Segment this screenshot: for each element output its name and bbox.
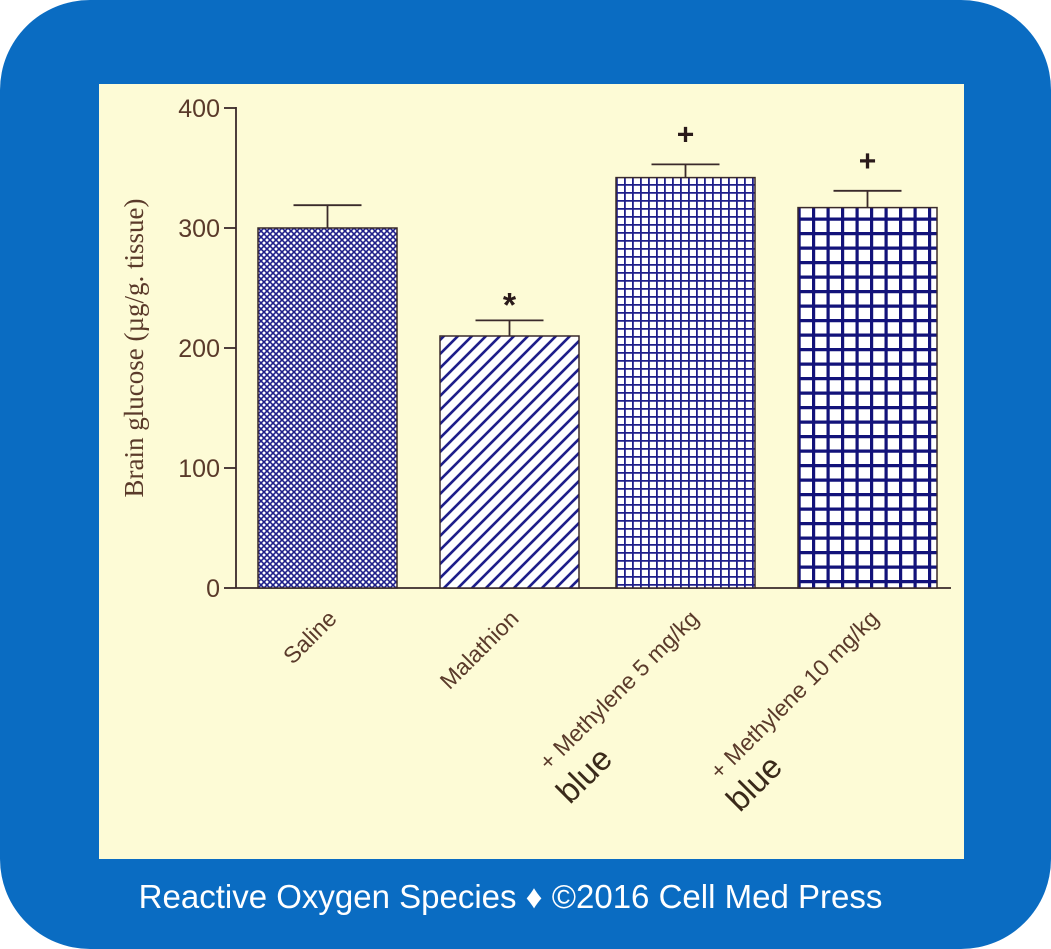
footer-credit: Reactive Oxygen Species ♦ ©2016 Cell Med… [138, 878, 883, 915]
y-tick-label-300: 300 [178, 215, 220, 243]
y-axis-label: Brain glucose (µg/g. tissue) [119, 198, 149, 497]
bar-2 [439, 335, 580, 589]
x-tick-label-2: Malathion [435, 605, 524, 694]
y-tick-label-100: 100 [178, 455, 220, 483]
chart-marks: 0 100 200 300 400 Brain glucose (µg/g. tissue… [119, 95, 951, 818]
bar-3 [615, 176, 756, 589]
x-tick-label-1: Saline [278, 605, 342, 669]
y-tick-label-0: 0 [206, 575, 220, 603]
x-tick-label-4: + Methylene 10 mg/kg [705, 605, 884, 784]
y-tick-label-400: 400 [178, 95, 220, 123]
bar-chart: 0 100 200 300 400 Brain glucose (µg/g. tissue… [119, 95, 951, 818]
bar-1 [257, 227, 398, 589]
significance-mark-2: * [503, 286, 517, 324]
x-tick-label-3: + Methylene 5 mg/kg [534, 605, 704, 775]
bar-4 [797, 206, 938, 589]
y-tick-label-200: 200 [178, 335, 220, 363]
significance-mark-3: + [677, 118, 695, 151]
significance-mark-4: + [859, 145, 877, 178]
